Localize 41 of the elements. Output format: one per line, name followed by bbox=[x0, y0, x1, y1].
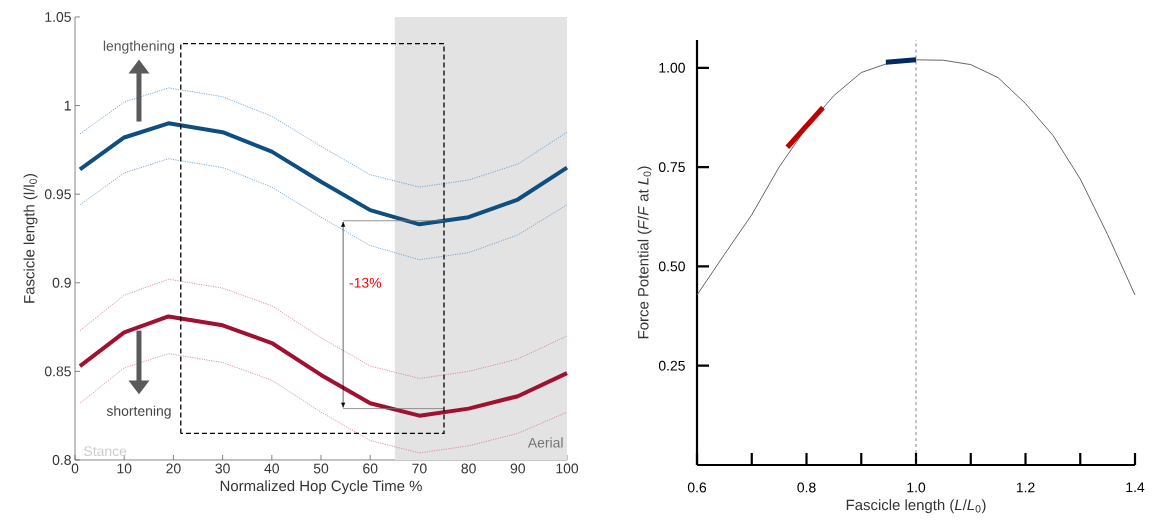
annotation: lengthening bbox=[103, 40, 175, 54]
line-series bbox=[79, 158, 568, 261]
x-axis-title: Normalized Hop Cycle Time % bbox=[220, 480, 422, 495]
x-tick-label: 20 bbox=[166, 463, 181, 474]
x-tick-label: 0 bbox=[71, 463, 79, 474]
y-axis-title: Force Potential (F/F at L$_{0}$) bbox=[637, 166, 652, 339]
y-tick-label: 1.00 bbox=[659, 62, 685, 73]
annotation: shortening bbox=[106, 405, 171, 419]
y-tick-label: 0.25 bbox=[658, 360, 685, 371]
x-axis-title: Fascicle length (L/L$_{0}$) bbox=[846, 499, 986, 514]
x-tick-label: 70 bbox=[412, 463, 427, 474]
x-tick-label: 0.8 bbox=[797, 482, 816, 493]
y-tick-label: 0.95 bbox=[44, 189, 71, 200]
line-series bbox=[77, 121, 570, 227]
x-tick-label: 40 bbox=[264, 463, 280, 474]
x-tick-label: 0.6 bbox=[687, 482, 707, 493]
x-tick-label: 60 bbox=[363, 463, 378, 474]
y-axis-title: Fascicle length (l/l$_{0}$) bbox=[23, 173, 38, 303]
line-series bbox=[77, 314, 570, 418]
band-label: Aerial bbox=[527, 437, 563, 448]
x-tick-label: 1.4 bbox=[1126, 482, 1145, 493]
y-tick-label: 0.9 bbox=[52, 277, 71, 288]
line-series bbox=[79, 353, 568, 454]
y-tick-label: 1 bbox=[64, 100, 71, 111]
x-tick-label: 100 bbox=[556, 463, 579, 474]
x-tick-label: 10 bbox=[117, 463, 132, 474]
y-tick-label: 0.85 bbox=[44, 366, 71, 377]
line-series bbox=[79, 278, 568, 379]
x-tick-label: 1.0 bbox=[907, 482, 926, 493]
annotation: -13% bbox=[349, 277, 382, 288]
y-tick-label: 0.75 bbox=[658, 162, 685, 173]
x-tick-label: 30 bbox=[215, 463, 230, 474]
y-tick-label: 0.50 bbox=[658, 261, 685, 272]
line-series bbox=[696, 59, 1136, 296]
y-tick-label: 1.05 bbox=[45, 12, 71, 22]
x-tick-label: 50 bbox=[313, 463, 329, 474]
x-tick-label: 90 bbox=[510, 463, 526, 474]
y-tick-label: 0.8 bbox=[52, 455, 71, 465]
x-tick-label: 1.2 bbox=[1016, 482, 1035, 493]
line-series bbox=[79, 87, 568, 188]
x-tick-label: 80 bbox=[461, 463, 476, 474]
